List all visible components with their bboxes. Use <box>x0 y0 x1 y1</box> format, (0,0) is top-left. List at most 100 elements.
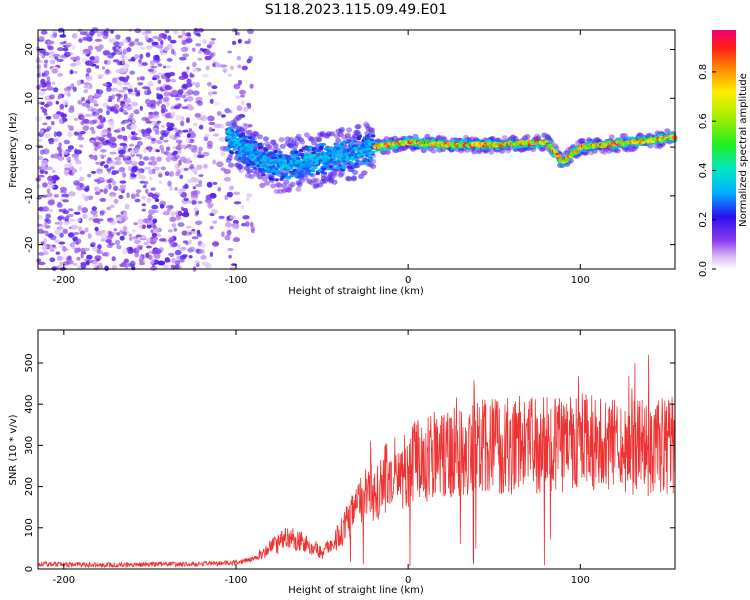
spectrogram-noise-blob <box>46 76 51 83</box>
spectrogram-ridge-cell <box>296 157 301 161</box>
spectrogram-noise-blob <box>109 166 115 170</box>
spectrogram-noise-blob <box>89 56 96 61</box>
spectrogram-ridge-cell <box>365 134 370 138</box>
spectrogram-noise-blob <box>197 57 203 61</box>
spectrogram-ridge-cell <box>248 173 255 180</box>
spectrogram-noise-blob <box>89 60 94 66</box>
spectrogram-noise-blob <box>53 138 58 142</box>
spectrogram-noise-blob <box>75 56 81 61</box>
colorbar-gradient <box>712 30 736 269</box>
spectrogram-noise-blob <box>194 113 202 118</box>
spectrogram-ridge-cell <box>293 141 300 147</box>
spectrogram-noise-blob <box>213 123 221 129</box>
spectrogram-noise-blob <box>141 62 148 66</box>
spectrogram-noise-blob <box>134 28 142 34</box>
spectrogram-noise-blob <box>108 120 115 126</box>
spectrogram-noise-blob <box>71 153 79 158</box>
spectrogram-noise-blob <box>47 45 54 51</box>
spectrogram-ridge-cell <box>289 166 294 170</box>
spectrogram-noise-blob <box>77 136 85 141</box>
spectrogram-noise-blob <box>97 73 105 78</box>
spectrogram-noise-blob <box>137 218 144 225</box>
spectrogram-noise-blob <box>169 216 177 222</box>
spectrogram-noise-blob <box>156 87 162 91</box>
spectrogram-ridge-cell <box>322 159 328 163</box>
spectrogram-ridge-cell <box>281 157 287 161</box>
spectrogram-noise-blob <box>141 195 146 200</box>
spectrogram-noise-blob <box>43 237 47 244</box>
spectrogram-noise-blob <box>102 141 108 146</box>
spectrogram-ridge-cell <box>524 134 531 140</box>
spectrogram-noise-blob <box>185 137 191 143</box>
spectrogram-noise-blob <box>87 233 92 239</box>
spectrogram-noise-blob <box>74 236 79 241</box>
spectrogram-noise-blob <box>202 151 210 157</box>
colorbar-ticks: 0.0 0.2 0.4 0.6 0.8 <box>698 64 716 277</box>
spectrogram-ridge-cell <box>358 160 364 164</box>
spectrogram-ridge-cell <box>307 165 312 169</box>
spectrogram-x-tick-label: -200 <box>52 275 75 286</box>
spectrogram-noise-blob <box>119 76 126 82</box>
snr-y-tick-label: 400 <box>24 395 35 414</box>
spectrogram-noise-blob <box>118 188 126 192</box>
spectrogram-noise-blob <box>216 161 224 168</box>
spectrogram-ridge-cell <box>274 178 279 182</box>
spectrogram-noise-blob <box>121 126 126 132</box>
spectrogram-noise-blob <box>62 246 67 252</box>
spectrogram-ridge-cell <box>314 160 319 164</box>
spectrogram-ridge-cell <box>313 177 320 183</box>
spectrogram-noise-blob <box>186 78 192 84</box>
spectrogram-noise-blob <box>70 224 79 230</box>
spectrogram-noise-blob <box>58 220 63 226</box>
spectrogram-noise-blob <box>224 194 228 201</box>
spectrogram-noise-blob <box>153 166 160 171</box>
spectrogram-ridge-cell <box>610 146 616 150</box>
spectrogram-noise-blob <box>58 208 64 213</box>
spectrogram-noise-blob <box>97 108 103 113</box>
spectrogram-noise-blob <box>156 140 163 145</box>
spectrogram-noise-blob <box>173 242 179 247</box>
spectrogram-noise-blob <box>236 105 243 111</box>
spectrogram-y-axis-label: Frequency (Hz) <box>8 112 19 188</box>
spectrogram-noise-blob <box>97 124 102 130</box>
spectrogram-noise-blob <box>44 103 50 108</box>
spectrogram-noise-blob <box>138 58 142 64</box>
spectrogram-ridge-cell <box>499 148 506 154</box>
spectrogram-ridge-cell <box>349 161 354 165</box>
spectrogram-noise-blob <box>222 68 228 73</box>
spectrogram-noise-blob <box>42 182 48 188</box>
spectrogram-ridge-cell <box>342 166 347 170</box>
spectrogram-noise-blob <box>198 233 203 238</box>
spectrogram-noise-blob <box>131 117 136 124</box>
spectrogram-noise-blob <box>166 126 174 131</box>
spectrogram-noise-blob <box>41 82 48 88</box>
spectrogram-ridge-cell <box>262 136 269 142</box>
spectrogram-noise-blob <box>143 166 152 170</box>
spectrogram-noise-blob <box>123 82 131 86</box>
spectrogram-noise-blob <box>152 218 158 224</box>
spectrogram-noise-blob <box>82 213 88 220</box>
spectrogram-noise-blob <box>192 68 198 72</box>
spectrogram-noise-blob <box>38 206 43 211</box>
spectrogram-noise-blob <box>76 218 82 222</box>
spectrogram-noise-blob <box>76 256 81 261</box>
spectrogram-ridge-cell <box>278 137 285 143</box>
spectrogram-noise-blob <box>181 94 187 99</box>
spectrogram-ridge-cell <box>311 140 318 146</box>
spectrogram-noise-blob <box>37 214 43 220</box>
snr-plot-area <box>38 330 675 569</box>
spectrogram-noise-blob <box>169 237 174 243</box>
spectrogram-noise-blob <box>48 233 54 239</box>
spectrogram-ridge-cell <box>264 165 270 169</box>
spectrogram-ridge-cell <box>254 142 259 147</box>
spectrogram-noise-blob <box>134 108 139 115</box>
spectrogram-noise-blob <box>179 188 186 192</box>
spectrogram-ridge-cell <box>295 186 302 192</box>
spectrogram-noise-blob <box>88 95 93 100</box>
spectrogram-noise-blob <box>71 44 76 50</box>
spectrogram-noise-blob <box>106 179 112 184</box>
spectrogram-noise-blob <box>166 121 171 128</box>
spectrogram-noise-blob <box>113 228 117 232</box>
spectrogram-noise-blob <box>94 191 101 196</box>
spectrogram-noise-blob <box>57 47 64 52</box>
